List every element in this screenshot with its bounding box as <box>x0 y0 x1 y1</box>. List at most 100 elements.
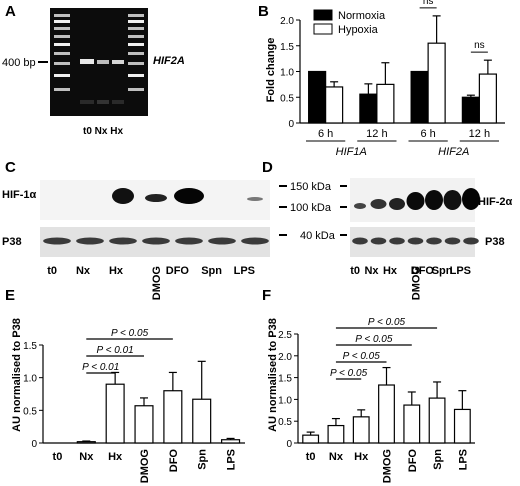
x-tick-label: 6 h <box>318 128 333 140</box>
bar <box>352 416 370 444</box>
chart-b: 0 0.5 1.0 1.5 2.0 6 h 12 h 6 h 12 h HIF1A HIF2A ns n… <box>280 0 505 158</box>
panel-a: A 400 bp HIF2A t0 Nx Hx <box>2 3 185 137</box>
x-tick-label: 12 h <box>366 128 387 140</box>
gene-label: HIF1A <box>336 146 367 158</box>
panel-letter-e: E <box>5 287 15 304</box>
y-tick-label: 1.5 <box>280 42 294 53</box>
gel-lane-labels: t0 Nx Hx <box>83 126 123 137</box>
panel-letter-b: B <box>258 3 269 20</box>
blot-band-p38 <box>142 237 170 245</box>
ladder-band <box>54 88 70 91</box>
panel-c: C HIF-1α P38 t0 Nx Hx DMOG DFO Spn LPS <box>2 159 270 300</box>
x-tick-label: DMOG <box>382 449 394 483</box>
blot-lane-label: Hx <box>383 265 398 277</box>
gel-primer-hx <box>112 100 124 104</box>
bar <box>308 70 327 124</box>
ns-label: ns <box>474 40 485 51</box>
panel-letter-d: D <box>262 159 273 176</box>
blot-band-p38 <box>208 237 236 245</box>
blot-band-p38 <box>352 237 368 245</box>
blot-band-p38 <box>407 237 424 245</box>
x-tick-label: LPS <box>226 449 238 470</box>
y-tick-label: 0 <box>288 119 294 130</box>
bar <box>76 441 96 444</box>
gel-band-hx <box>112 60 124 64</box>
ladder-band <box>54 43 70 46</box>
bar <box>325 86 344 124</box>
bar <box>410 70 429 124</box>
gel-ladders <box>54 14 144 91</box>
ladder-band <box>128 43 144 46</box>
blot-band-top <box>370 199 387 209</box>
ns-label: ns <box>423 0 434 7</box>
gel-gene-label: HIF2A <box>153 55 185 67</box>
blot-lane-label: DMOG <box>151 266 163 300</box>
panel-letter-c: C <box>5 159 16 176</box>
blot-band-p38 <box>175 237 203 245</box>
x-tick-label: Nx <box>79 451 94 463</box>
blot-lane-label: t0 <box>47 265 57 277</box>
blot-lane-label: LPS <box>234 265 255 277</box>
significance-label: P < 0.05 <box>111 328 149 339</box>
ladder-band <box>54 27 70 30</box>
ladder-band <box>128 14 144 17</box>
blot-band-top <box>425 190 443 210</box>
blot-lane-label: Nx <box>76 265 91 277</box>
blot-band-p38 <box>43 237 71 245</box>
blot-band-top <box>462 188 480 210</box>
x-tick-label: Nx <box>329 451 344 463</box>
x-tick-label: t0 <box>53 451 63 463</box>
significance-label: P < 0.05 <box>355 334 393 345</box>
ladder-band <box>54 74 70 77</box>
panel-e: E AU normalised to P38 0 0.5 1.0 1.5 t0 Nx Hx D… <box>5 287 245 483</box>
bar <box>428 397 446 444</box>
blot-d-top-label: HIF-2α <box>478 196 513 208</box>
gel-band-nx <box>97 60 109 64</box>
y-tick-label: 1.0 <box>23 374 37 385</box>
y-tick-label: 0.5 <box>23 406 37 417</box>
x-tick-label: Hx <box>354 451 369 463</box>
gel-primer-nx <box>97 100 109 104</box>
bar <box>461 96 480 124</box>
blot-lane-label: Nx <box>364 265 379 277</box>
ladder-band <box>54 20 70 23</box>
blot-band-top <box>174 188 204 204</box>
chart-f-ylabel: AU normalised to P38 <box>267 318 279 432</box>
ladder-band <box>128 27 144 30</box>
blot-lane-label: DMOG <box>411 266 423 300</box>
y-tick-label: 1.5 <box>23 341 37 352</box>
chart-f: 0 0.5 1.0 1.5 2.0 2.5 t0 Nx Hx DMOG DFO Spn LPS P < 0… <box>278 317 475 483</box>
gene-label: HIF2A <box>438 146 469 158</box>
ladder-band <box>128 52 144 55</box>
y-tick-label: 1.0 <box>280 68 294 79</box>
bar <box>221 439 241 444</box>
x-tick-label: Hx <box>108 451 123 463</box>
y-tick-label: 0 <box>31 439 37 450</box>
blot-band-p38 <box>370 237 387 245</box>
x-tick-label: DFO <box>168 449 180 473</box>
legend-swatch <box>313 9 333 21</box>
x-tick-label: LPS <box>457 449 469 470</box>
blot-band-top <box>112 188 134 204</box>
bar <box>105 383 125 444</box>
legend-swatch <box>313 23 333 35</box>
significance-label: P < 0.05 <box>330 368 368 379</box>
ladder-band <box>128 88 144 91</box>
mw-40-label: 40 kDa <box>300 230 336 242</box>
blot-lane-label: LPS <box>450 265 471 277</box>
blot-c-bands <box>43 188 269 245</box>
y-tick-label: 0.5 <box>280 93 294 104</box>
panel-letter-f: F <box>262 287 271 304</box>
chart-e-ylabel: AU normalised to P38 <box>11 318 23 432</box>
bar <box>163 390 183 444</box>
panel-letter-a: A <box>5 3 16 20</box>
blot-band-p38 <box>426 237 442 245</box>
gel-band-t0 <box>80 59 94 64</box>
blot-band-p38 <box>241 237 269 245</box>
blot-band-p38 <box>444 237 461 245</box>
bar <box>376 83 395 124</box>
x-tick-label: Spn <box>197 449 209 470</box>
blot-band-p38 <box>76 237 104 245</box>
